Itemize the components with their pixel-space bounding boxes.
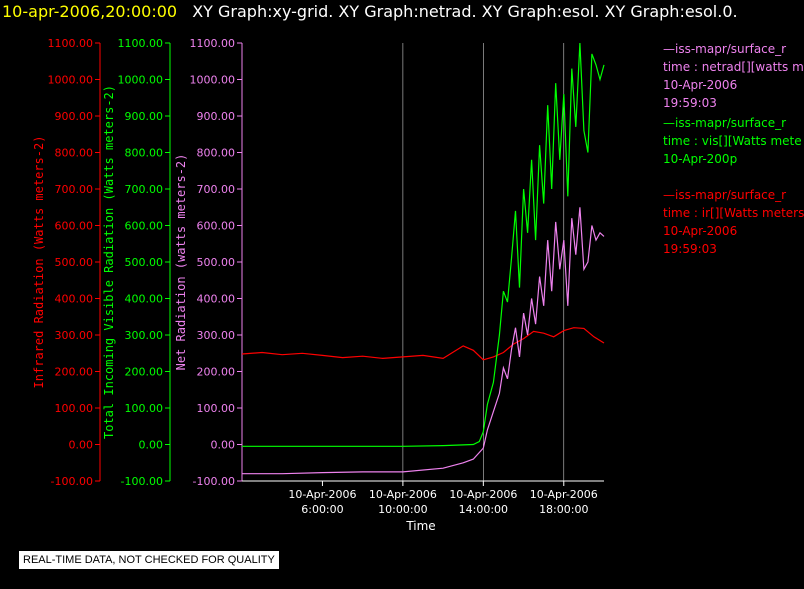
gridlines [402, 43, 565, 481]
legend-line: 19:59:03 [663, 242, 717, 256]
net-tick-label: 0.00 [211, 439, 236, 452]
vis-tick-label: -100.00 [121, 475, 163, 488]
legend-line: —iss-mapr/surface_r [663, 116, 787, 130]
net-tick-label: 500.00 [197, 256, 236, 269]
ir-tick-label: 800.00 [55, 147, 94, 160]
quality-notice: REAL-TIME DATA, NOT CHECKED FOR QUALITY [19, 551, 279, 569]
net-tick-label: 200.00 [197, 366, 236, 379]
ir-tick-label: 700.00 [55, 183, 94, 196]
net-tick-label: 400.00 [197, 293, 236, 306]
net-tick-label: 800.00 [197, 147, 236, 160]
vis-tick-label: 900.00 [125, 110, 164, 123]
net-tick-label: 100.00 [197, 402, 236, 415]
vis-tick-label: 0.00 [139, 439, 164, 452]
series-line-ir [241, 327, 605, 361]
legend-line: time : netrad[][watts m [663, 60, 804, 74]
net-tick-label: 600.00 [197, 220, 236, 233]
x-tick-time: 18:00:00 [539, 503, 588, 516]
ir-tick-label: 0.00 [69, 439, 94, 452]
series-line-net [242, 207, 605, 475]
ir-tick-label: 400.00 [55, 293, 94, 306]
x-tick-date: 10-Apr-2006 [530, 488, 598, 501]
net-tick-label: 1100.00 [190, 37, 236, 50]
vis-tick-label: 700.00 [125, 183, 164, 196]
ir-tick-label: 500.00 [55, 256, 94, 269]
legend-line: 10-Apr-2006 [663, 224, 738, 238]
graph-list: XY Graph:xy-grid. XY Graph:netrad. XY Gr… [192, 2, 738, 21]
vis-tick-label: 800.00 [125, 147, 164, 160]
ir-tick-label: 1000.00 [48, 74, 94, 87]
series-line-vis [242, 42, 605, 447]
ir-tick-label: 300.00 [55, 329, 94, 342]
vis-tick-label: 600.00 [125, 220, 164, 233]
x-axis-label: Time [405, 519, 435, 533]
ir-tick-label: 1100.00 [48, 37, 94, 50]
legend-line: time : vis[][Watts mete [663, 134, 802, 148]
vis-axis-label: Total Incoming Visible Radiation (Watts … [102, 85, 116, 439]
vis-tick-label: 200.00 [125, 366, 164, 379]
x-tick-time: 14:00:00 [459, 503, 508, 516]
net-axis-label: Net Radiation (watts meters-2) [174, 154, 188, 371]
title-bar: 10-apr-2006,20:00:00 XY Graph:xy-grid. X… [2, 2, 738, 21]
vis-tick-label: 100.00 [125, 402, 164, 415]
vis-tick-label: 1000.00 [118, 74, 164, 87]
ir-tick-label: -100.00 [51, 475, 93, 488]
legend-line: —iss-mapr/surface_r [663, 42, 787, 56]
vis-tick-label: 400.00 [125, 293, 164, 306]
x-tick-time: 6:00:00 [301, 503, 343, 516]
legend-line: —iss-mapr/surface_r [663, 188, 787, 202]
x-tick-time: 10:00:00 [378, 503, 427, 516]
ir-tick-label: 100.00 [55, 402, 94, 415]
legend-line: 10-Apr-200p [663, 152, 738, 166]
vis-tick-label: 300.00 [125, 329, 164, 342]
net-tick-label: 1000.00 [190, 74, 236, 87]
net-tick-label: 900.00 [197, 110, 236, 123]
x-tick-date: 10-Apr-2006 [449, 488, 517, 501]
vis-tick-label: 500.00 [125, 256, 164, 269]
ir-tick-label: 600.00 [55, 220, 94, 233]
series-lines [241, 42, 605, 475]
axes: -100.00 0.00 100.00 200.00 300.00 400.00 500.0… [32, 37, 604, 488]
ir-tick-label: 900.00 [55, 110, 94, 123]
x-axis-ticks: 10-Apr-2006 6:00:00 10-Apr-2006 10:00:00 10-… [288, 481, 598, 516]
x-tick-date: 10-Apr-2006 [288, 488, 356, 501]
net-tick-label: 300.00 [197, 329, 236, 342]
ir-tick-label: 200.00 [55, 366, 94, 379]
x-tick-date: 10-Apr-2006 [369, 488, 437, 501]
vis-tick-label: 1100.00 [118, 37, 164, 50]
title-date: 10-apr-2006,20:00:00 [2, 2, 178, 21]
net-tick-label: 700.00 [197, 183, 236, 196]
legend-line: 19:59:03 [663, 96, 717, 110]
legend-line: time : ir[][Watts meters [663, 206, 804, 220]
legend-line: 10-Apr-2006 [663, 78, 738, 92]
net-tick-label: -100.00 [193, 475, 235, 488]
ir-axis-label: Infrared Radiation (Watts meters-2) [32, 136, 46, 389]
